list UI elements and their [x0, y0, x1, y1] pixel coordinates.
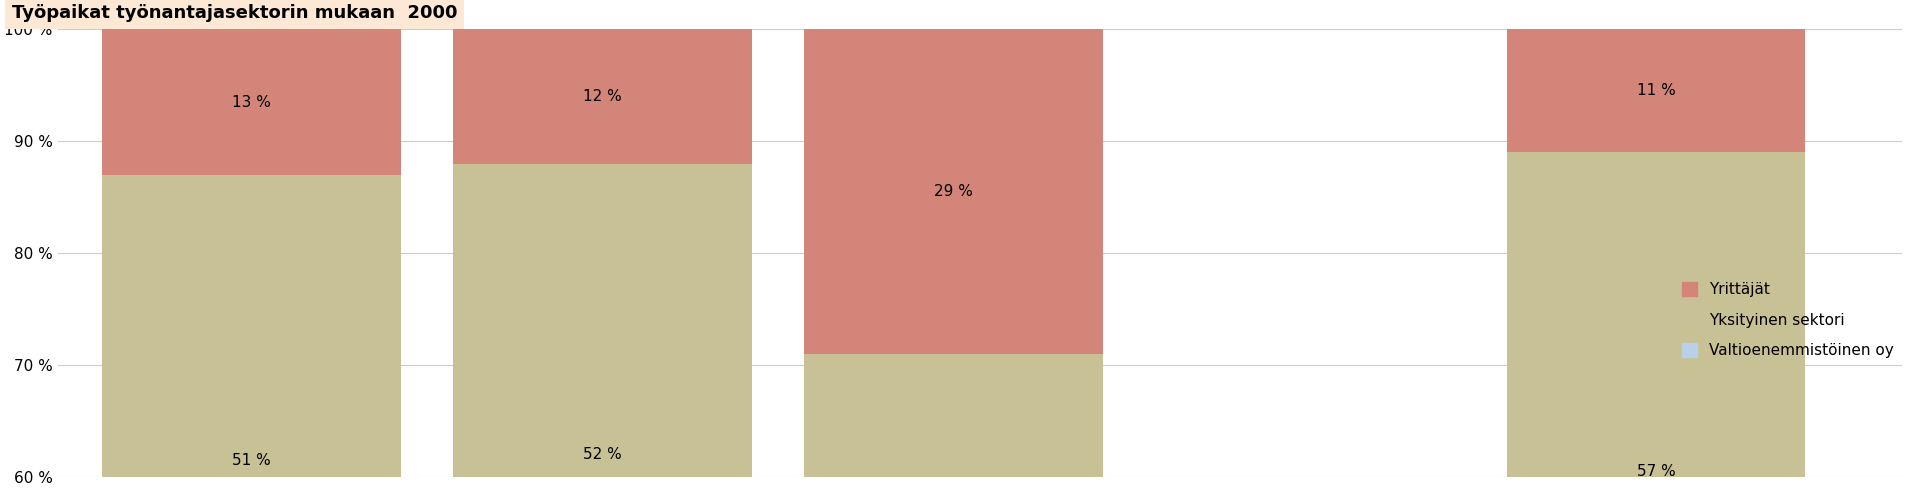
Bar	[1507, 152, 1804, 490]
Text: 12 %: 12 %	[583, 89, 621, 104]
Text: 51 %: 51 %	[232, 453, 271, 467]
Bar	[453, 29, 751, 164]
Text: 57 %: 57 %	[1636, 464, 1674, 479]
Bar	[103, 29, 400, 175]
Text: 29 %: 29 %	[933, 184, 973, 199]
Bar	[1507, 29, 1804, 152]
Text: Työpaikat työnantajasektorin mukaan  2000: Työpaikat työnantajasektorin mukaan 2000	[11, 4, 457, 22]
Bar	[453, 164, 751, 490]
Bar	[804, 354, 1103, 490]
Text: 13 %: 13 %	[232, 95, 271, 109]
Text: 11 %: 11 %	[1636, 83, 1674, 98]
Legend: Yrittäjät, Yksityinen sektori, Valtioenemmistöinen oy: Yrittäjät, Yksityinen sektori, Valtioene…	[1680, 282, 1894, 358]
Bar	[804, 29, 1103, 354]
Bar	[103, 175, 400, 490]
Text: 52 %: 52 %	[583, 447, 621, 462]
